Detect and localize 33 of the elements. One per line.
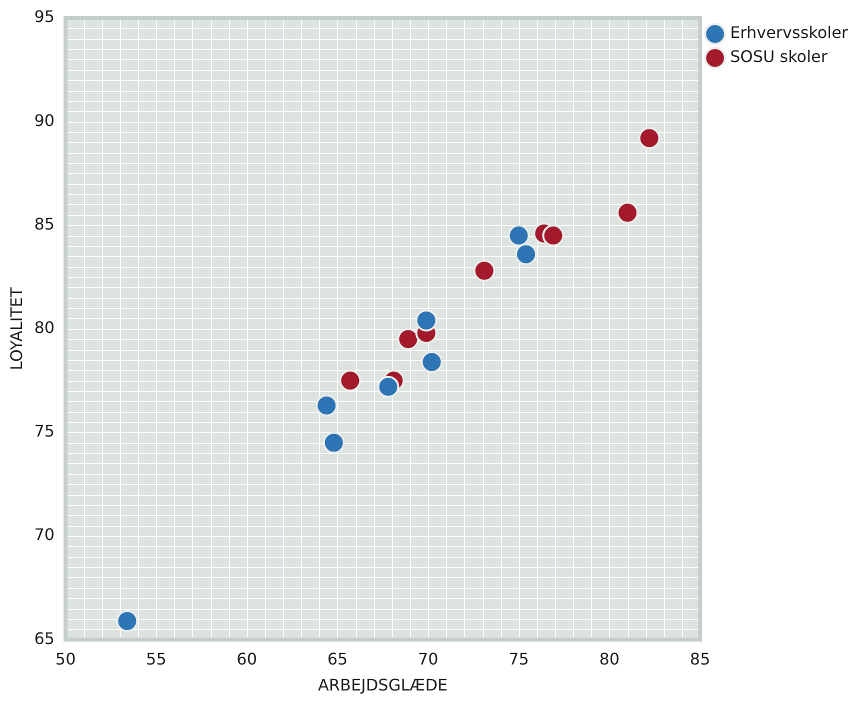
point [473,260,496,282]
point [420,350,443,373]
y-tick-label: 65 [34,628,55,648]
point [616,202,639,224]
point [638,127,660,150]
y-tick-label: 80 [34,318,55,337]
x-tick-label: 70 [418,649,438,668]
x-tick-label: 85 [690,649,710,668]
x-axis-title: ARBEJDSGLÆDE [318,676,448,695]
point [377,376,400,398]
y-tick-label: 70 [34,525,55,544]
point [116,610,138,632]
y-tick-label: 85 [34,214,55,234]
point [515,243,538,266]
x-tick-label: 75 [508,649,529,668]
x-tick-label: 80 [599,649,620,668]
point [415,310,438,332]
point [339,370,362,392]
y-tick-label: 95 [34,7,55,26]
y-tick-label: 90 [34,110,55,130]
point [542,224,564,247]
x-tick-label: 65 [327,649,348,668]
point [508,224,530,247]
y-tick-label: 75 [34,422,55,441]
x-tick-label: 60 [236,649,258,668]
legend-label: Erhvervsskoler [730,23,848,42]
legend-label: SOSU skoler [730,47,828,66]
point [397,328,420,350]
point [316,394,338,416]
x-tick-label: 55 [146,649,166,668]
y-axis-title: LOYALITET [6,287,26,370]
x-tick-label: 50 [55,649,76,668]
point [322,432,345,454]
